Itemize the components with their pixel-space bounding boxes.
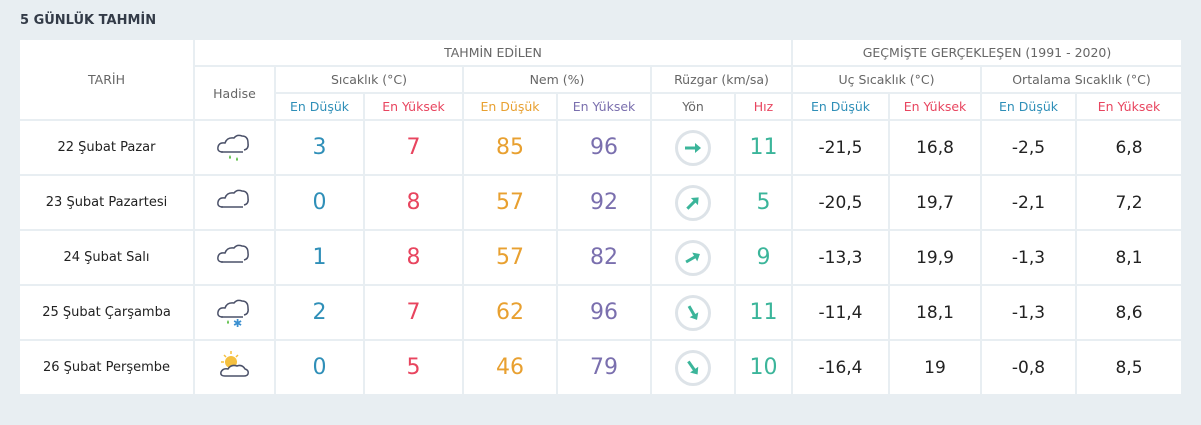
header-low: En Düşük: [793, 94, 888, 119]
average-high: 6,8: [1077, 121, 1181, 174]
wind-speed: 11: [736, 286, 791, 339]
temp-high: 7: [365, 121, 462, 174]
wind-direction-cell: [652, 341, 734, 394]
wind-direction-icon: [675, 184, 711, 221]
temp-high: 8: [365, 231, 462, 284]
header-speed: Hız: [736, 94, 791, 119]
table-row: 25 Şubat Çarşamba ✱ 2 7 62 96 11 -11,4 18,1 -1,3 8…: [20, 286, 1181, 339]
extreme-high: 19,9: [890, 231, 980, 284]
extreme-high: 19: [890, 341, 980, 394]
cloud-rain-icon: [216, 134, 249, 161]
humidity-high: 96: [558, 286, 650, 339]
header-low: En Düşük: [464, 94, 556, 119]
header-humidity: Nem (%): [464, 67, 650, 92]
header-event: Hadise: [195, 67, 274, 119]
event-cell: [195, 121, 274, 174]
humidity-low: 46: [464, 341, 556, 394]
header-high: En Yüksek: [365, 94, 462, 119]
wind-direction-icon: [675, 129, 711, 166]
temp-low: 3: [276, 121, 363, 174]
extreme-low: -11,4: [793, 286, 888, 339]
temp-high: 7: [365, 286, 462, 339]
wind-speed: 10: [736, 341, 791, 394]
date-cell: 26 Şubat Perşembe: [20, 341, 193, 394]
wind-direction-cell: [652, 286, 734, 339]
average-high: 7,2: [1077, 176, 1181, 229]
extreme-high: 16,8: [890, 121, 980, 174]
section-title: 5 GÜNLÜK TAHMİN: [20, 13, 157, 28]
temp-low: 1: [276, 231, 363, 284]
date-cell: 22 Şubat Pazar: [20, 121, 193, 174]
temp-low: 0: [276, 341, 363, 394]
event-cell: ✱: [195, 286, 274, 339]
average-low: -0,8: [982, 341, 1075, 394]
wind-speed: 9: [736, 231, 791, 284]
humidity-low: 57: [464, 176, 556, 229]
event-cell: [195, 176, 274, 229]
humidity-low: 85: [464, 121, 556, 174]
extreme-low: -21,5: [793, 121, 888, 174]
humidity-low: 57: [464, 231, 556, 284]
table-row: 24 Şubat Salı 1 8 57 82 9 -13,3 19,9 -1,3 8,1: [20, 231, 1181, 284]
wind-direction-icon: [675, 294, 711, 331]
temp-low: 0: [276, 176, 363, 229]
average-low: -1,3: [982, 231, 1075, 284]
temp-high: 5: [365, 341, 462, 394]
header-low: En Düşük: [982, 94, 1075, 119]
humidity-low: 62: [464, 286, 556, 339]
extreme-high: 18,1: [890, 286, 980, 339]
extreme-low: -13,3: [793, 231, 888, 284]
cloud-icon: [216, 189, 249, 208]
average-high: 8,5: [1077, 341, 1181, 394]
header-high: En Yüksek: [558, 94, 650, 119]
header-high: En Yüksek: [1077, 94, 1181, 119]
humidity-high: 79: [558, 341, 650, 394]
table-row: 26 Şubat Perşembe 0 5 46 79 10 -16,4 19 -0,8 8,5: [20, 341, 1181, 394]
wind-direction-cell: [652, 176, 734, 229]
temp-high: 8: [365, 176, 462, 229]
event-cell: [195, 231, 274, 284]
header-average: Ortalama Sıcaklık (°C): [982, 67, 1181, 92]
wind-direction-cell: [652, 231, 734, 284]
temp-low: 2: [276, 286, 363, 339]
average-low: -1,3: [982, 286, 1075, 339]
humidity-high: 96: [558, 121, 650, 174]
date-cell: 25 Şubat Çarşamba: [20, 286, 193, 339]
cloud-icon: [216, 244, 249, 263]
date-cell: 23 Şubat Pazartesi: [20, 176, 193, 229]
extreme-high: 19,7: [890, 176, 980, 229]
header-high: En Yüksek: [890, 94, 980, 119]
wind-direction-cell: [652, 121, 734, 174]
average-low: -2,5: [982, 121, 1075, 174]
wind-speed: 5: [736, 176, 791, 229]
humidity-high: 92: [558, 176, 650, 229]
wind-direction-icon: [675, 239, 711, 276]
event-cell: [195, 341, 274, 394]
header-wind: Rüzgar (km/sa): [652, 67, 791, 92]
header-temp: Sıcaklık (°C): [276, 67, 462, 92]
table-row: 22 Şubat Pazar 3 7 85 96 11 -21,5 16,8 -2,5 6,8: [20, 121, 1181, 174]
header-extreme: Uç Sıcaklık (°C): [793, 67, 980, 92]
date-cell: 24 Şubat Salı: [20, 231, 193, 284]
header-low: En Düşük: [276, 94, 363, 119]
forecast-table: TARİH TAHMİN EDİLEN GEÇMİŞTE GERÇEKLEŞEN (…: [18, 38, 1183, 396]
extreme-low: -16,4: [793, 341, 888, 394]
header-dir: Yön: [652, 94, 734, 119]
cloud-sleet-icon: ✱: [216, 299, 249, 330]
header-date: TARİH: [20, 40, 193, 119]
header-forecast: TAHMİN EDİLEN: [195, 40, 791, 65]
partly-cloudy-icon: [219, 350, 249, 377]
extreme-low: -20,5: [793, 176, 888, 229]
table-row: 23 Şubat Pazartesi 0 8 57 92 5 -20,5 19,7 -2,1 7,…: [20, 176, 1181, 229]
average-low: -2,1: [982, 176, 1075, 229]
average-high: 8,1: [1077, 231, 1181, 284]
average-high: 8,6: [1077, 286, 1181, 339]
wind-speed: 11: [736, 121, 791, 174]
humidity-high: 82: [558, 231, 650, 284]
svg-text:✱: ✱: [233, 317, 242, 330]
header-history: GEÇMİŞTE GERÇEKLEŞEN (1991 - 2020): [793, 40, 1181, 65]
wind-direction-icon: [675, 349, 711, 386]
